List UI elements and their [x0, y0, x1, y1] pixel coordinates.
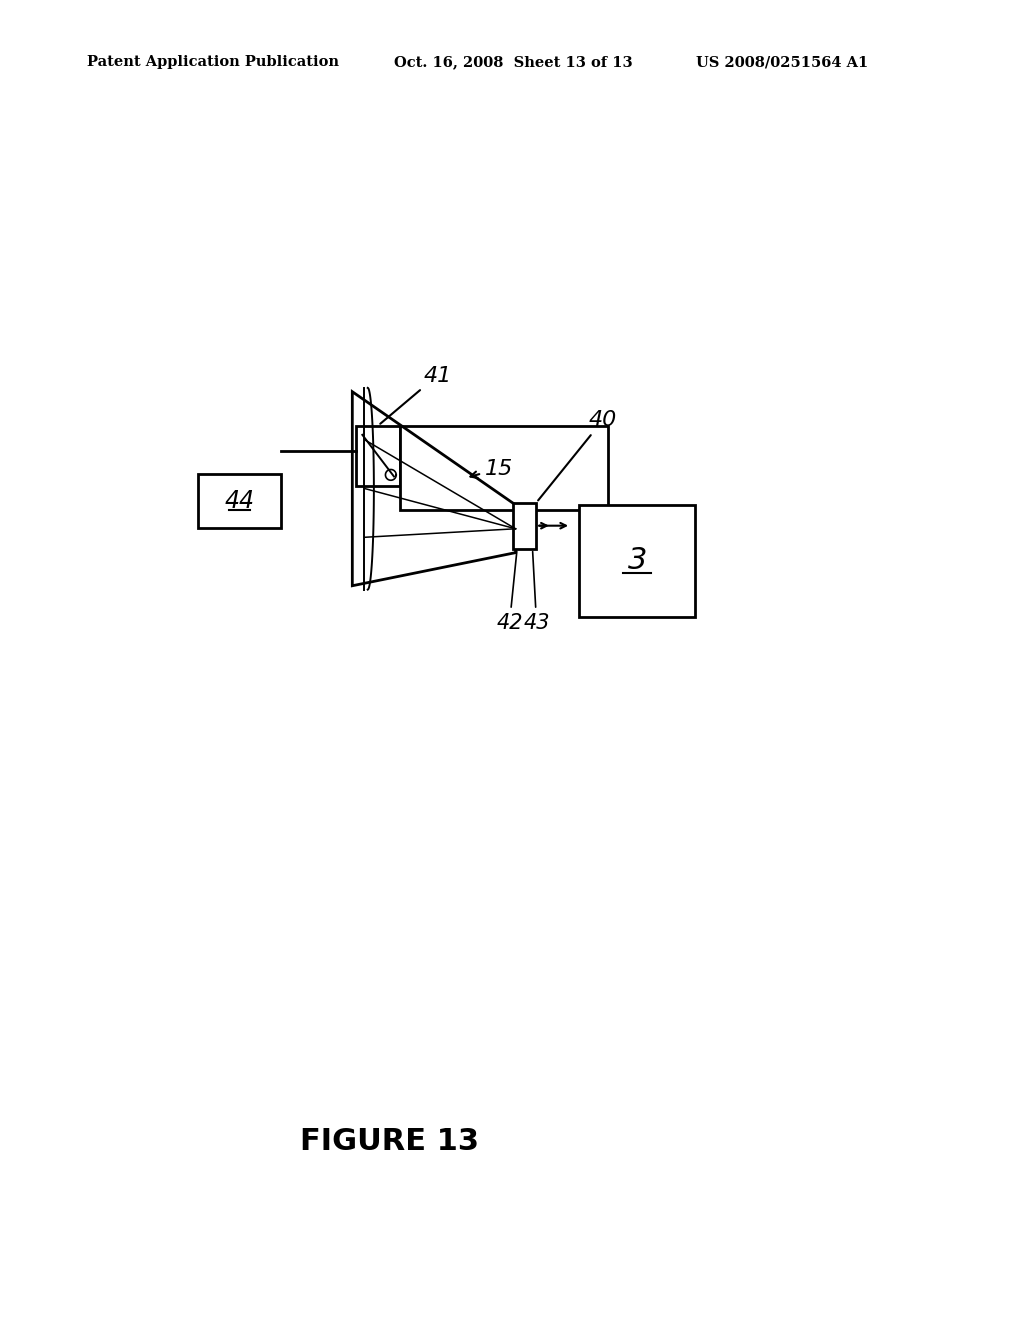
Bar	[356, 425, 400, 486]
Bar	[580, 506, 695, 616]
Text: FIGURE 13: FIGURE 13	[300, 1127, 478, 1156]
Bar	[513, 503, 537, 549]
Text: 3: 3	[628, 546, 647, 576]
Bar	[400, 425, 608, 511]
Text: 43: 43	[523, 552, 550, 632]
Text: 15: 15	[470, 459, 513, 479]
Text: US 2008/0251564 A1: US 2008/0251564 A1	[696, 55, 868, 70]
Text: Patent Application Publication: Patent Application Publication	[87, 55, 339, 70]
Bar	[199, 474, 281, 528]
Text: 40: 40	[538, 411, 616, 500]
Text: 42: 42	[497, 552, 523, 632]
Text: 41: 41	[380, 366, 452, 424]
Text: Oct. 16, 2008  Sheet 13 of 13: Oct. 16, 2008 Sheet 13 of 13	[394, 55, 633, 70]
Text: 44: 44	[224, 488, 255, 513]
